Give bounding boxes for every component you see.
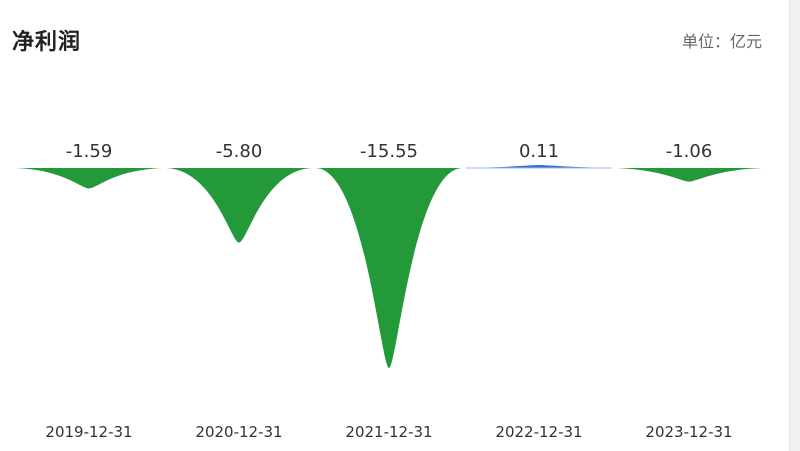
chart-title: 净利润 xyxy=(12,30,82,55)
data-mark-2021-12-31[interactable] xyxy=(316,168,462,368)
vertical-scrollbar[interactable] xyxy=(789,0,800,451)
x-tick-label: 2023-12-31 xyxy=(645,423,732,441)
value-label: -5.80 xyxy=(216,141,263,162)
x-tick-label: 2022-12-31 xyxy=(495,423,582,441)
data-mark-2019-12-31[interactable] xyxy=(16,168,162,189)
data-mark-2023-12-31[interactable] xyxy=(616,168,762,182)
value-label: -1.59 xyxy=(66,141,113,162)
x-tick-label: 2021-12-31 xyxy=(345,423,432,441)
unit-label: 单位：亿元 xyxy=(681,32,762,51)
data-mark-2020-12-31[interactable] xyxy=(166,168,312,243)
value-label: -1.06 xyxy=(666,141,713,162)
value-label: -15.55 xyxy=(360,141,418,162)
value-label: 0.11 xyxy=(519,141,559,162)
x-tick-label: 2019-12-31 xyxy=(45,423,132,441)
x-tick-label: 2020-12-31 xyxy=(195,423,282,441)
data-mark-2022-12-31[interactable] xyxy=(466,165,612,168)
